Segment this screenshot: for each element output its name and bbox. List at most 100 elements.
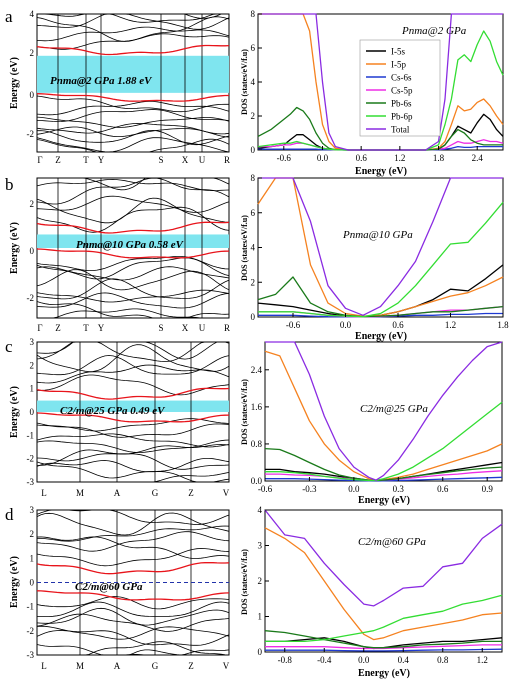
xtick-label: 0.3 <box>393 484 405 494</box>
band-yticks: 2 0 -2 <box>27 199 35 303</box>
conduction-band <box>37 177 230 191</box>
dos-title: C2/m@60 GPa <box>358 536 426 548</box>
valence-band <box>36 256 230 271</box>
dos-series-cs-5p <box>258 139 504 151</box>
dos-ticks: -0.6 -0.3 0.0 0.3 0.6 0.9 0.0 0.8 1.6 2.4 <box>251 365 494 494</box>
dos-plot-c: C2/m@25 GPa Energy (eV) DOS (states/eV/f… <box>240 341 503 506</box>
kpoint-label: R <box>224 155 230 165</box>
xtick-label: -0.6 <box>277 153 292 163</box>
conduction-band <box>37 13 229 23</box>
xtick-label: 0.0 <box>317 153 329 163</box>
xtick-label: 0.0 <box>348 484 360 494</box>
kpoint-label: V <box>223 488 230 498</box>
xtick-label: -0.3 <box>302 484 317 494</box>
band-plot-d: C2/m@60 GPa Energy (eV) -3 -2 -1 0 1 2 3 L M A… <box>9 505 230 671</box>
dos-legend: I-5s I-5p Cs-6s Cs-5p Pb-6s Pb-6p Total <box>359 39 441 137</box>
conduction-band-min <box>36 221 230 234</box>
kpoint-label: L <box>41 488 47 498</box>
conduction-band <box>36 374 230 396</box>
dos-plot-a: Pnma@2 GPa Energy (eV) DOS (states/eV/f.… <box>240 9 504 177</box>
valence-band <box>36 109 230 123</box>
xtick-label: -0.6 <box>286 320 301 330</box>
band-gap-region <box>37 400 229 412</box>
dos-plot-b: Pnma@10 GPa Energy (eV) DOS (states/eV/f… <box>240 173 509 342</box>
ytick-label: 0 <box>251 145 256 155</box>
ytick-label: 0.8 <box>251 439 263 449</box>
dos-series-i-5p <box>257 177 504 317</box>
kpoint-label: R <box>224 323 230 333</box>
ytick: 0 <box>30 578 35 588</box>
kpoint-label: L <box>41 661 47 671</box>
conduction-band-min <box>36 561 230 575</box>
xtick-label: 1.2 <box>445 320 456 330</box>
ytick-label: 2.4 <box>251 365 263 375</box>
ytick-label: 2 <box>251 277 256 287</box>
conduction-band <box>36 341 229 360</box>
ytick: -1 <box>27 430 35 440</box>
dos-series-pb-6p <box>265 401 503 482</box>
valence-band <box>36 301 230 319</box>
kpoint-label: A <box>114 488 121 498</box>
kpoint-label: X <box>182 155 189 165</box>
xtick-label: -0.4 <box>317 655 332 665</box>
conduction-band <box>36 525 230 542</box>
valence-band <box>36 129 230 146</box>
ytick: -3 <box>27 477 35 487</box>
conduction-band <box>36 344 230 373</box>
valence-band <box>36 100 230 116</box>
dos-series-i-5s <box>257 264 504 318</box>
valence-band <box>36 439 230 453</box>
band-yticks: -3 -2 -1 0 1 2 3 <box>27 337 35 487</box>
kpoint-label: M <box>76 488 84 498</box>
ytick: 0 <box>30 246 35 256</box>
band-lines <box>36 177 230 319</box>
band-gap-label: Pnma@10 GPa 0.58 eV <box>76 239 185 251</box>
xtick-label: 2.4 <box>472 153 484 163</box>
band-ylabel: Energy (eV) <box>9 222 20 274</box>
xtick-label: 0.8 <box>437 655 449 665</box>
xtick-label: 0.0 <box>358 655 370 665</box>
band-gap-region <box>37 234 229 248</box>
kpoint-label: G <box>152 488 159 498</box>
ytick: 2 <box>30 199 35 209</box>
ytick-label: 4 <box>251 243 256 253</box>
dos-series-pb-6p <box>265 594 503 643</box>
kpoint-label: G <box>152 661 159 671</box>
xtick-label: 1.8 <box>497 320 509 330</box>
kpoint-label: S <box>158 155 163 165</box>
dos-series-total <box>264 509 503 607</box>
kpoint-labels: Γ Z T Y S X U R <box>37 155 230 165</box>
kpoint-label: V <box>223 661 230 671</box>
ytick: -2 <box>27 454 35 464</box>
dos-series-pb-6p <box>258 201 504 318</box>
band-gap-label: Pnma@2 GPa 1.88 eV <box>50 75 153 87</box>
dos-curves <box>264 509 503 652</box>
conduction-band <box>36 26 230 42</box>
legend-label: I-5p <box>391 60 406 70</box>
ytick: 3 <box>30 505 35 515</box>
valence-band <box>36 422 230 438</box>
ytick: 2 <box>30 529 35 539</box>
kpoint-label: Γ <box>37 155 42 165</box>
valence-band <box>36 116 230 128</box>
conduction-band <box>36 177 230 205</box>
dos-ticks: -0.6 0.0 0.6 1.2 1.8 2.4 0 2 4 6 8 <box>251 9 484 163</box>
band-ylabel: Energy (eV) <box>9 386 20 438</box>
ytick: 1 <box>30 553 35 563</box>
ytick: 3 <box>30 337 35 347</box>
ytick: -2 <box>27 626 35 636</box>
band-plot-b: Pnma@10 GPa 0.58 eV Energy (eV) 2 0 -2 Γ… <box>9 177 230 333</box>
panel-d: d C2/m@60 GPa Energy (eV) -3 -2 -1 0 1 2 3 L M… <box>5 505 503 679</box>
dos-title: Pnma@10 GPa <box>342 229 413 241</box>
valence-band-max <box>36 412 230 423</box>
valence-band <box>36 289 230 303</box>
band-ylabel: Energy (eV) <box>9 57 20 109</box>
valence-band <box>36 95 229 113</box>
dos-ylabel: DOS (states/eV/f.u) <box>240 49 249 115</box>
dos-plot-d: C2/m@60 GPa Energy (eV) DOS (states/eV/f… <box>240 505 503 679</box>
legend-box <box>359 39 441 137</box>
dos-xlabel: Energy (eV) <box>358 668 410 679</box>
dos-series-cs-6s <box>265 648 503 652</box>
xtick-label: 0.6 <box>437 484 449 494</box>
kpoint-label: U <box>199 323 206 333</box>
